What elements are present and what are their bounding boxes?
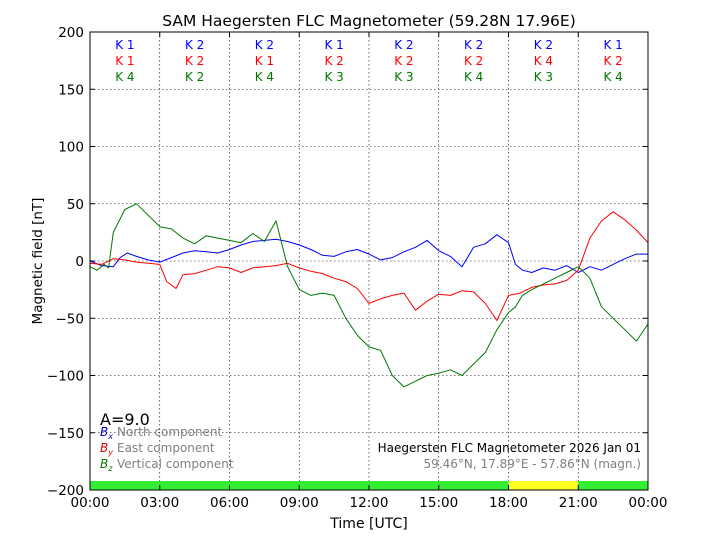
y-tick-label: −50 [56, 311, 85, 327]
legend-symbol-bx: Bx [100, 425, 113, 441]
k-index-bz: K 3 [534, 70, 553, 84]
k-index-bz: K 3 [394, 70, 413, 84]
y-tick-label: 100 [58, 140, 84, 156]
x-tick-label: 15:00 [419, 495, 458, 511]
status-segment-green [578, 481, 648, 490]
legend-label-by: East component [117, 441, 215, 455]
k-index-bx: K 2 [255, 38, 274, 52]
series-line-bz [89, 203, 649, 388]
k-index-by: K 2 [603, 54, 622, 68]
axis-ticks: 00:00 03:00 06:00 09:00 12:00 15:00 18:00 21:00… [47, 25, 668, 511]
x-tick-label: 12:00 [350, 495, 389, 511]
y-tick-label: −150 [47, 426, 84, 442]
activity-index: A=9.0 [100, 410, 150, 429]
legend-symbol-bz: Bz [100, 457, 113, 473]
x-tick-label: 03:00 [140, 495, 179, 511]
legend-label-bx: North component [117, 425, 223, 439]
k-index-bz: K 4 [115, 70, 134, 84]
y-tick-label: 0 [75, 254, 84, 270]
k-index-by: K 1 [255, 54, 274, 68]
k-index-by: K 2 [185, 54, 204, 68]
k-index-bx: K 2 [464, 38, 483, 52]
k-index-by: K 2 [324, 54, 343, 68]
station-annotation: Haegersten FLC Magnetometer 2026 Jan 01 [378, 441, 641, 455]
station-coordinates: 59.46°N, 17.89°E - 57.86°N (magn.) [424, 457, 641, 471]
series-line-by [89, 211, 649, 321]
x-axis-label: Time [UTC] [329, 516, 407, 532]
series-line-bx [89, 234, 648, 273]
grid [90, 32, 648, 490]
k-index-bx: K 2 [185, 38, 204, 52]
k-index-bx: K 1 [115, 38, 134, 52]
k-index-by: K 2 [394, 54, 413, 68]
k-index-bz: K 3 [324, 70, 343, 84]
legend-item-by: By East component [100, 441, 215, 457]
x-tick-label: 06:00 [210, 495, 249, 511]
k-index-bz: K 4 [464, 70, 483, 84]
k-index-bx: K 1 [603, 38, 622, 52]
x-tick-label: 09:00 [280, 495, 319, 511]
k-index-bz: K 2 [185, 70, 204, 84]
y-axis-label: Magnetic field [nT] [30, 198, 46, 325]
legend-item-bx: Bx North component [100, 425, 223, 441]
legend-item-bz: Bz Vertical component [100, 457, 234, 473]
legend: Bx North component By East component Bz … [100, 425, 234, 473]
k-index-table: K 1 K 1 K 4 K 2 K 2 K 2 K 2 K 1 K 4 K 1 K 2 K 3 K 2 K… [115, 38, 623, 84]
status-segment-yellow [508, 481, 579, 490]
y-tick-label: 50 [67, 197, 84, 213]
y-tick-label: −100 [47, 369, 84, 385]
k-index-bx: K 2 [394, 38, 413, 52]
k-index-by: K 1 [115, 54, 134, 68]
k-index-by: K 2 [464, 54, 483, 68]
x-tick-label: 00:00 [629, 495, 668, 511]
k-index-bx: K 2 [534, 38, 553, 52]
k-index-by: K 4 [534, 54, 553, 68]
y-tick-label: 200 [58, 25, 84, 41]
k-index-bz: K 4 [603, 70, 622, 84]
x-tick-label: 00:00 [71, 495, 110, 511]
x-tick-label: 18:00 [489, 495, 528, 511]
legend-symbol-by: By [100, 441, 113, 457]
x-tick-label: 21:00 [559, 495, 598, 511]
y-tick-label: −200 [47, 483, 84, 499]
k-index-bx: K 1 [324, 38, 343, 52]
chart-title: SAM Haegersten FLC Magnetometer (59.28N … [162, 12, 576, 30]
k-index-bz: K 4 [255, 70, 274, 84]
legend-label-bz: Vertical component [117, 457, 234, 471]
series-lines [89, 203, 649, 388]
y-tick-label: 150 [58, 82, 84, 98]
